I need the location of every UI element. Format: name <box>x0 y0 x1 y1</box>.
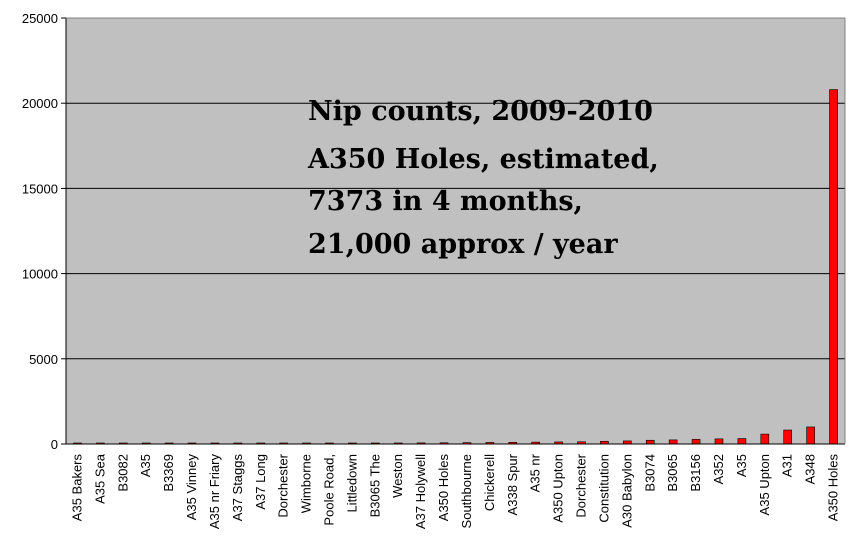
y-tick-label: 25000 <box>22 11 58 26</box>
x-tick-label: A350 Holes <box>436 454 451 522</box>
x-tick-label: Poole Road, <box>321 454 336 526</box>
bar <box>691 439 701 445</box>
annotation-line-3: 7373 in 4 months, <box>308 186 583 217</box>
axes <box>65 17 846 445</box>
x-tick-label: A30 Babylon <box>619 454 634 528</box>
x-tick-label: A37 Long <box>253 454 268 510</box>
x-tick-label: Southbourne <box>459 454 474 528</box>
x-tick-label: Constitution <box>596 454 611 523</box>
x-tick-label: A35 Bakers <box>69 454 84 522</box>
x-tick-label: Wimborne <box>299 454 314 513</box>
x-tick-label: B3065 <box>665 454 680 492</box>
x-tick-label: A350 Upton <box>551 454 566 523</box>
x-tick-label: Chickerell <box>482 454 497 511</box>
annotation-line-2: A350 Holes, estimated, <box>307 144 659 175</box>
x-tick-label: A35 <box>138 454 153 477</box>
bar <box>737 438 747 445</box>
y-tick-label: 0 <box>51 437 58 452</box>
x-tick-label: A35 Upton <box>757 454 772 515</box>
y-tick-label: 15000 <box>22 181 58 196</box>
y-tick-label: 10000 <box>22 267 58 282</box>
x-axis-tick-labels: A35 Bakers A35 Sea B3082 A35 B3369 A35 Vinney… <box>69 453 840 529</box>
bar <box>829 89 838 445</box>
bar <box>668 439 678 445</box>
x-tick-label: A348 <box>803 454 818 484</box>
x-tick-label: B3074 <box>642 454 657 492</box>
x-tick-label: Weston <box>390 454 405 498</box>
x-tick-label: B3156 <box>688 454 703 492</box>
bar <box>806 426 815 445</box>
x-tick-label: Dorchester <box>574 453 589 517</box>
y-tick-label: 5000 <box>29 352 58 367</box>
x-tick-label: A35 Sea <box>92 453 107 504</box>
x-tick-label: A35 nr <box>528 453 543 492</box>
x-tick-label: A37 Staggs <box>230 454 245 522</box>
x-tick-label: Dorchester <box>276 453 291 517</box>
x-tick-label: B3369 <box>161 454 176 492</box>
bar <box>714 438 724 445</box>
x-tick-label: A35 Vinney <box>184 454 199 521</box>
y-axis-tick-labels: 0 5000 10000 15000 20000 25000 <box>22 11 58 452</box>
bar <box>760 433 770 445</box>
x-tick-label: A338 Spur <box>505 453 520 515</box>
annotation-line-1: Nip counts, 2009-2010 <box>308 96 653 127</box>
x-tick-label: A31 <box>780 454 795 477</box>
x-tick-label: A35 <box>734 454 749 477</box>
annotation-line-4: 21,000 approx / year <box>308 229 618 260</box>
x-tick-label: A350 Holes <box>826 454 841 522</box>
x-tick-label: B3065 The <box>367 454 382 517</box>
y-tick-label: 20000 <box>22 96 58 111</box>
plot-area <box>66 18 845 444</box>
bar <box>645 439 655 445</box>
bar <box>783 429 793 445</box>
x-tick-label: A35 nr Friary <box>207 454 222 530</box>
x-tick-label: A352 <box>711 454 726 484</box>
x-tick-label: B3082 <box>115 454 130 492</box>
x-tick-label: Littledown <box>344 454 359 513</box>
x-tick-label: A37 Holywell <box>413 454 428 529</box>
